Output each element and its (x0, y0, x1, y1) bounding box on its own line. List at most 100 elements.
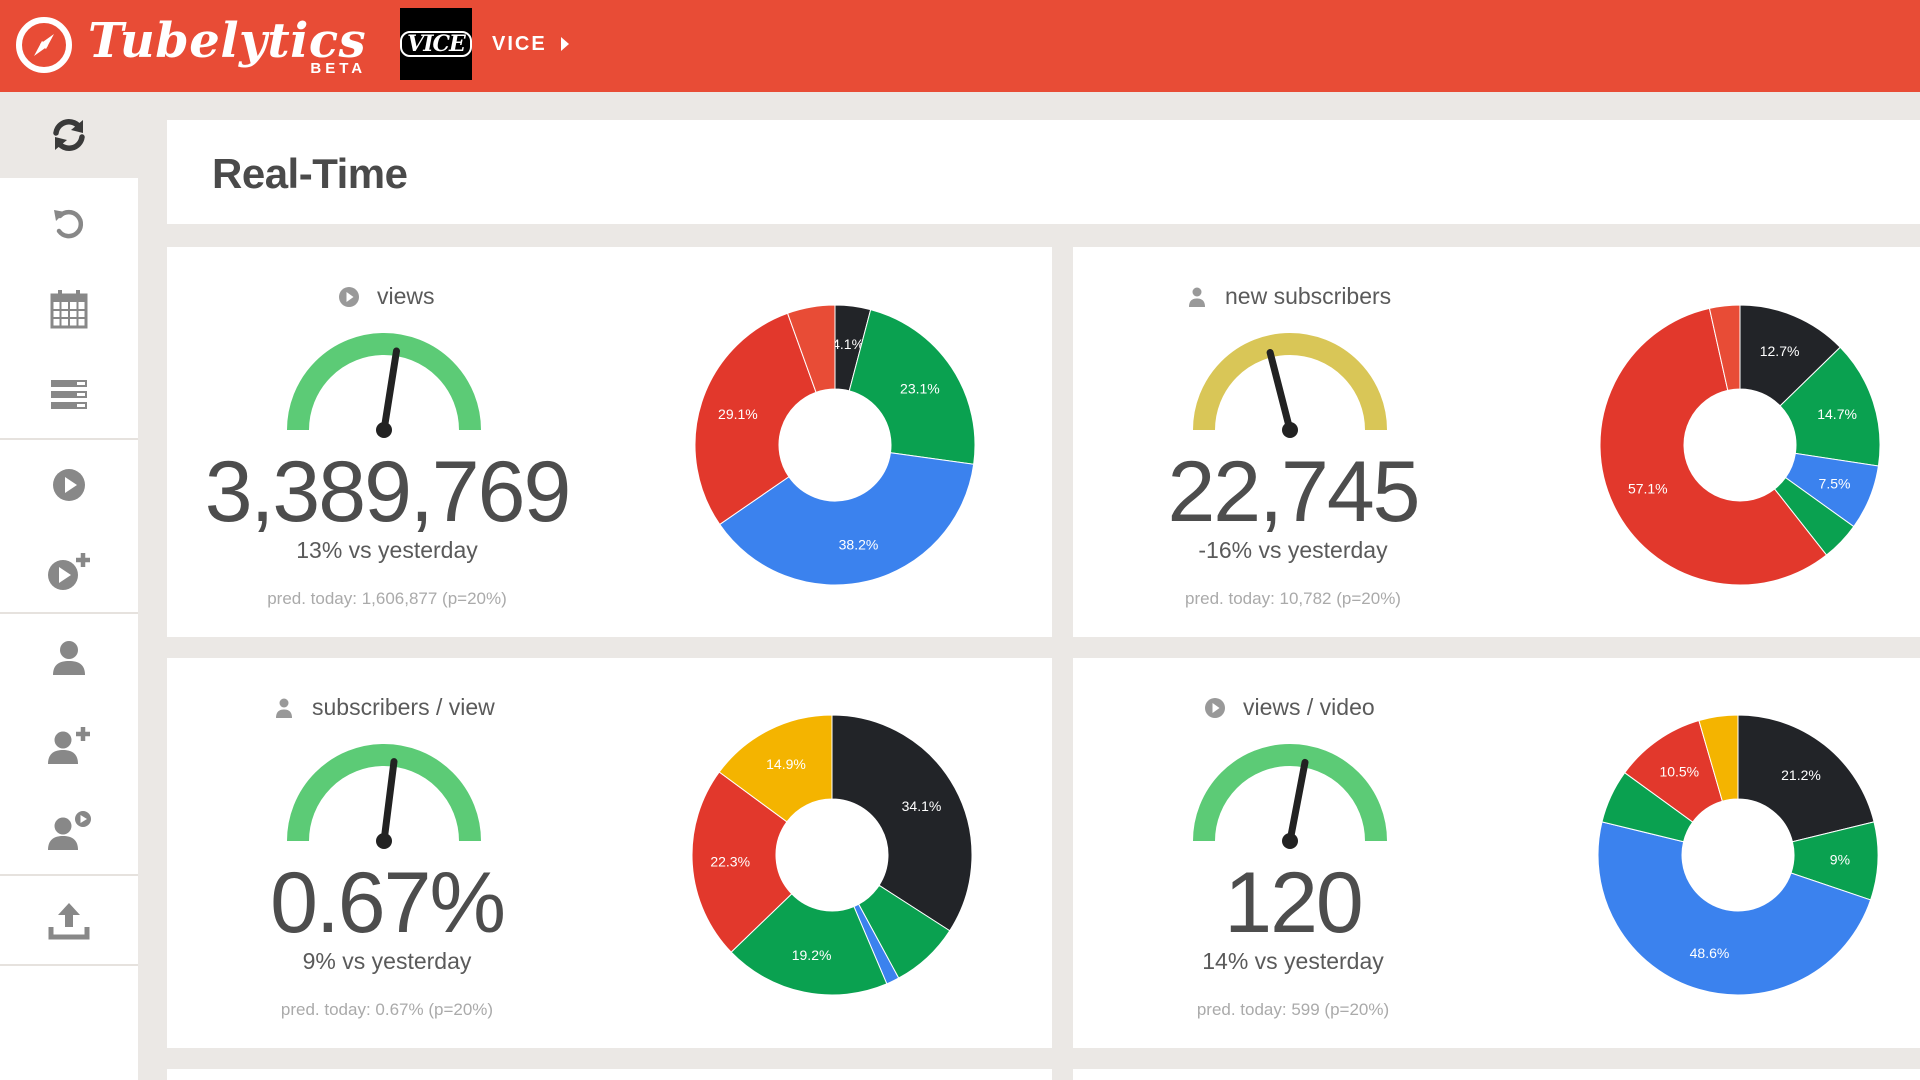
metric-change: -16% vs yesterday (1198, 537, 1388, 563)
donut-slice (1779, 346, 1881, 467)
metric-prediction: pred. today: 0.67% (p=20%) (280, 1000, 494, 1019)
metric-card-views: views 3,389,769 13% vs yesterday pred. t… (167, 247, 1052, 637)
undo-icon (54, 209, 84, 239)
play-icon (53, 469, 85, 501)
subscribers-per-view-gauge (287, 744, 481, 849)
user-icon (276, 698, 292, 718)
compass-icon (16, 17, 72, 73)
sidebar-item-history[interactable] (0, 180, 138, 266)
metric-value: 3,389,769 (204, 444, 572, 540)
metric-label-text: views (377, 283, 435, 309)
sidebar-divider (0, 612, 138, 614)
sidebar-divider (0, 964, 138, 966)
caret-right-icon (560, 37, 569, 51)
donut-slice-label: 19.2% (792, 947, 832, 963)
sidebar-divider (0, 874, 138, 876)
metric-prediction: pred. today: 1,606,877 (p=20%) (267, 589, 507, 608)
channel-logo-text: VICE (400, 31, 472, 57)
app-name: Tubelytics (88, 13, 367, 69)
page-title: Real-Time (212, 150, 408, 197)
metric-label: subscribers / view (272, 694, 495, 721)
metric-change: 13% vs yesterday (296, 537, 478, 563)
play-icon (339, 286, 359, 307)
sidebar-item-list[interactable] (0, 352, 138, 438)
views-gauge (287, 333, 481, 438)
play-icon (1205, 697, 1225, 718)
sidebar-divider (0, 438, 138, 440)
metric-label-text: new subscribers (1225, 283, 1392, 309)
donut-slice (848, 309, 976, 465)
sidebar-item-calendar[interactable] (0, 266, 138, 352)
upload-icon (48, 903, 90, 940)
views-source-donut: 4.1% 23.1% 38.2% 29.1% (694, 304, 976, 586)
donut-slice-label: 22.3% (710, 854, 750, 870)
donut-slice-label: 23.1% (900, 381, 940, 397)
donut-slice (1698, 714, 1739, 802)
metric-value: 120 (1224, 855, 1364, 951)
refresh-icon (53, 119, 85, 151)
sidebar-item-upload[interactable] (0, 878, 138, 964)
donut-slice-label: 10.5% (1659, 764, 1699, 780)
metric-value: 22,745 (1167, 444, 1420, 540)
sidebar-item-new-subscribers[interactable] (0, 702, 138, 788)
donut-slice (719, 452, 975, 586)
subscribers-per-view-donut: 34.1% 19.2% 22.3% 14.9% (691, 714, 973, 996)
sidebar-item-realtime[interactable] (0, 92, 138, 178)
user-icon (53, 641, 85, 675)
sidebar-item-videos[interactable] (0, 442, 138, 528)
donut-slice-label: 14.7% (1817, 406, 1857, 422)
donut-slice-label: 48.6% (1690, 945, 1730, 961)
donut-slice (718, 714, 833, 823)
logo-text: Tubelytics BETA (88, 12, 366, 78)
metric-card-partial (167, 1069, 1052, 1080)
donut-slice (691, 771, 793, 953)
metric-label-text: subscribers / view (312, 694, 495, 720)
metric-card-partial (1073, 1069, 1920, 1080)
new-subscribers-gauge (1193, 333, 1387, 438)
list-icon (51, 380, 87, 409)
sidebar-item-subscribers[interactable] (0, 616, 138, 702)
metric-card-views-per-video: views / video 120 14% vs yesterday pred.… (1073, 658, 1920, 1048)
donut-slice-label: 29.1% (718, 406, 758, 422)
donut-slice-label: 34.1% (902, 798, 942, 814)
sidebar (0, 92, 138, 1080)
donut-slice (1737, 714, 1875, 843)
metric-card-subscribers-per-view: subscribers / view 0.67% 9% vs yesterday… (167, 658, 1052, 1048)
sidebar-item-subscriber-views[interactable] (0, 788, 138, 874)
sidebar-item-new-videos[interactable] (0, 528, 138, 614)
donut-slice (1597, 821, 1872, 996)
donut-slice (730, 893, 888, 996)
donut-slice (786, 304, 836, 393)
donut-slice-label: 12.7% (1760, 343, 1800, 359)
donut-slice (1708, 304, 1741, 391)
user-play-icon (48, 811, 91, 850)
metric-label-text: views / video (1243, 694, 1375, 720)
donut-slice-label: 57.1% (1628, 481, 1668, 497)
calendar-icon (50, 290, 88, 329)
metric-prediction: pred. today: 10,782 (p=20%) (1185, 589, 1401, 608)
user-plus-icon (48, 727, 90, 764)
metric-prediction: pred. today: 599 (p=20%) (1196, 1000, 1390, 1019)
channel-selector[interactable]: VICE VICE (400, 8, 569, 80)
metric-value: 0.67% (270, 855, 506, 951)
user-icon (1189, 287, 1205, 307)
metric-label: new subscribers (1185, 283, 1391, 310)
subscribers-source-donut: 12.7% 14.7% 7.5% 57.1% (1599, 304, 1881, 586)
top-bar: Tubelytics BETA VICE VICE (0, 0, 1920, 92)
beta-badge: BETA (310, 60, 367, 77)
channel-name: VICE (492, 32, 547, 55)
metric-change: 9% vs yesterday (302, 948, 472, 974)
metric-label: views (337, 283, 435, 310)
app-logo[interactable]: Tubelytics BETA (14, 12, 366, 78)
donut-slice (694, 312, 817, 526)
views-per-video-gauge (1193, 744, 1387, 849)
donut-slice-label: 9% (1830, 852, 1850, 868)
metric-label: views / video (1203, 694, 1375, 721)
donut-slice (1599, 307, 1828, 586)
donut-slice-label: 14.9% (766, 756, 806, 772)
donut-slice-label: 7.5% (1819, 475, 1851, 491)
donut-slice-label: 21.2% (1781, 767, 1821, 783)
donut-slice-label: 4.1% (832, 336, 864, 352)
donut-slice-label: 38.2% (839, 536, 879, 552)
page-header: Real-Time (167, 120, 1920, 224)
